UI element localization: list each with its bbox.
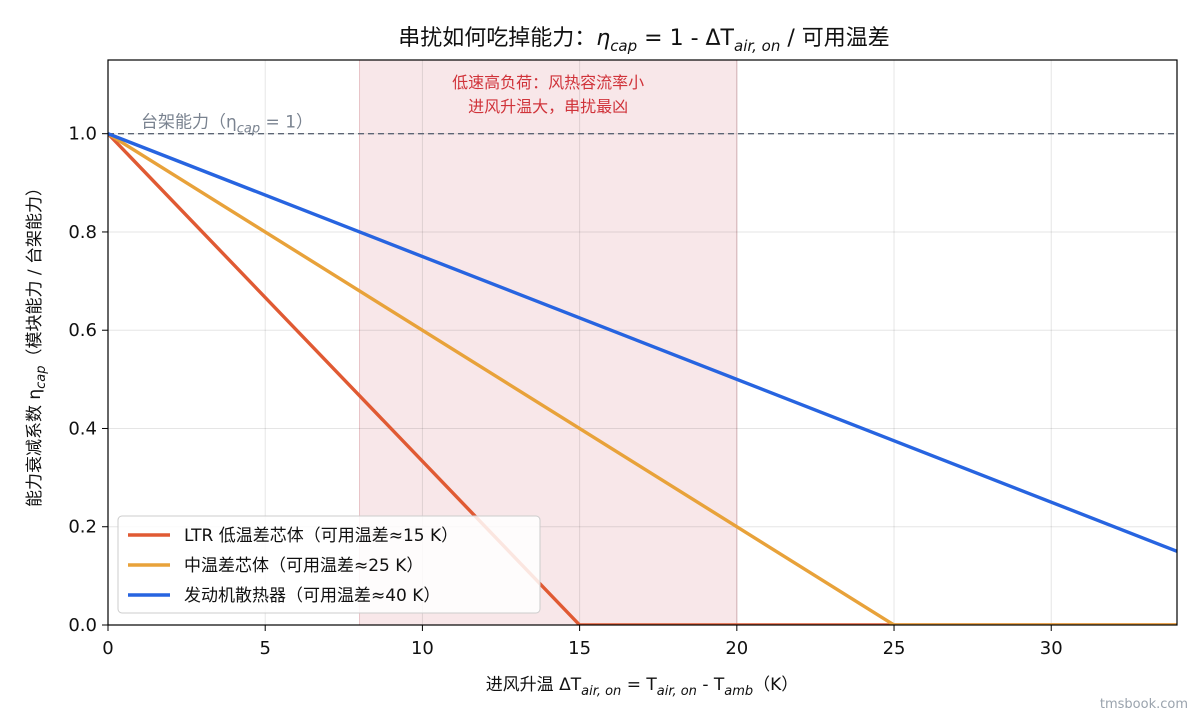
watermark: tmsbook.com — [1099, 697, 1188, 712]
y-tick-label: 0.0 — [68, 615, 97, 636]
reference-line-label: 台架能力（ηcap = 1） — [141, 113, 313, 137]
y-tick-label: 0.6 — [68, 320, 97, 341]
series-line-2 — [108, 132, 1177, 625]
legend-label-1: LTR 低温差芯体（可用温差≈15 K） — [184, 526, 458, 546]
shaded-region-label-line2: 进风升温大，串扰最凶 — [468, 97, 628, 116]
legend-box — [117, 515, 541, 614]
series-line-3 — [108, 132, 1177, 553]
y-axis-label: 能力衰减系数 ηcap（模块能力 / 台架能力） — [25, 179, 49, 507]
x-tick-label: 10 — [411, 638, 434, 659]
x-axis-label: 进风升温 ΔTair, on = Tair, on - Tamb（K） — [486, 675, 799, 699]
x-tick-label: 20 — [725, 638, 748, 659]
x-tick-label: 25 — [883, 638, 906, 659]
x-tick-label: 15 — [568, 638, 591, 659]
y-tick-label: 0.2 — [68, 517, 97, 538]
x-tick-label: 5 — [259, 638, 270, 659]
reference-label-sub: cap — [237, 122, 260, 137]
axes-frame — [107, 59, 1178, 626]
y-tick-label: 0.8 — [68, 222, 97, 243]
legend: LTR 低温差芯体（可用温差≈15 K） 中温差芯体（可用温差≈25 K） 发动机散… — [117, 515, 541, 614]
y-tick-label: 0.4 — [68, 418, 97, 439]
series-group — [108, 132, 1177, 625]
series-line-1 — [108, 132, 1177, 625]
reference-label-post: = 1） — [260, 113, 313, 133]
shaded-region-label-line1: 低速高负荷：风热容流率小 — [452, 73, 644, 92]
x-tick-label: 0 — [102, 638, 113, 659]
reference-label-pre: 台架能力（η — [141, 113, 237, 133]
x-tick-label: 30 — [1040, 638, 1063, 659]
chart-title: 串扰如何吃掉能力：ηcap = 1 - ΔTair, on / 可用温差 — [398, 26, 890, 55]
legend-label-2: 中温差芯体（可用温差≈25 K） — [184, 556, 423, 576]
y-tick-label: 1.0 — [68, 124, 97, 145]
legend-label-3: 发动机散热器（可用温差≈40 K） — [184, 586, 440, 606]
